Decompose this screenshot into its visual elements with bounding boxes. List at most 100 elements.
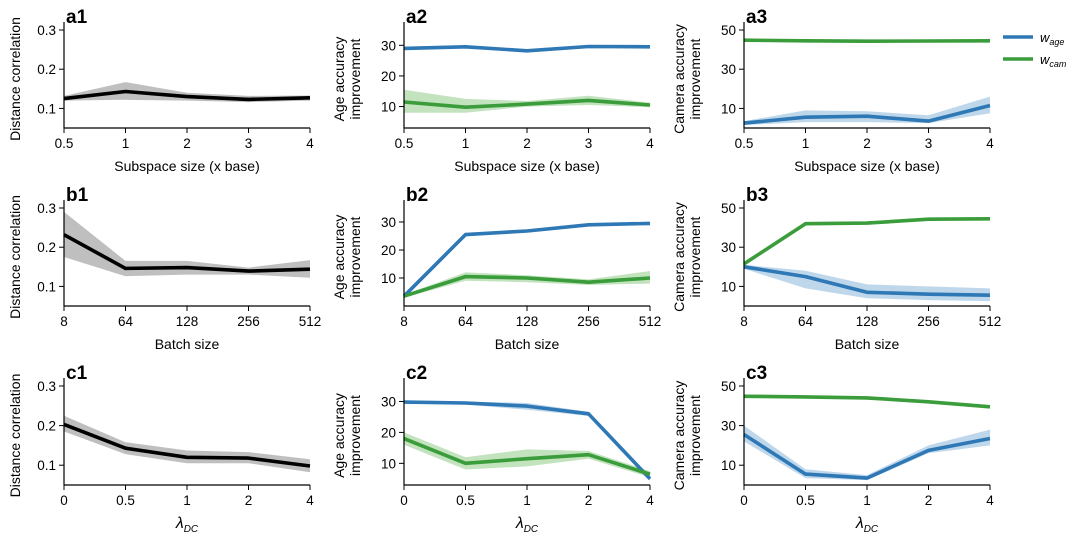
x-tick-label: 2 [183,136,191,151]
x-tick-label: 1 [802,136,810,151]
legend-label-base: w [1040,30,1051,45]
y-tick-label: 0.3 [37,201,56,216]
y-tick-label: 0.2 [37,240,56,255]
x-axis-label: λDC [855,515,879,535]
x-tick-label: 0.5 [456,493,475,508]
panel-c1: 0.1 0.2 0.3 0 0.5 1 2 4 λDC Distance correlation c… [7,363,314,535]
x-tick-label: 0.5 [735,136,754,151]
y-axis-label: improvement [347,395,363,476]
panel-a3: 10 30 50 0.5 1 2 3 4 Subspace size (x base) Camer… [671,7,994,174]
panel-a1: 0.1 0.2 0.3 0.5 1 2 3 4 Subspace size (x base) Di… [7,7,314,174]
y-tick-label: 0.3 [37,23,56,38]
y-tick-label: 10 [381,100,396,115]
x-tick-label: 256 [577,314,600,329]
x-axis-label: Batch size [495,336,560,352]
x-tick-label: 1 [863,493,871,508]
x-tick-label: 0 [60,493,68,508]
series-line-w_age [402,221,651,298]
x-tick-label: 2 [863,136,871,151]
y-tick-label: 20 [381,69,396,84]
series-line-w_age [743,103,991,125]
x-tick-label: 2 [925,493,933,508]
x-axis-label: Subspace size (x base) [794,158,940,174]
x-axis-label-base: λ [515,515,524,532]
y-tick-label: 50 [721,201,736,216]
ci-band-w_age [744,264,990,302]
x-tick-label: 3 [925,136,933,151]
x-tick-label: 1 [122,136,130,151]
ci-band-distance correlation [64,211,310,278]
panel-label: c1 [66,363,88,384]
x-tick-label: 1 [523,493,531,508]
x-tick-label: 64 [798,314,814,329]
x-tick-label: 0 [400,493,408,508]
y-tick-label: 10 [381,271,396,286]
series-line-w_age [403,400,652,481]
y-tick-label: 0.2 [37,419,56,434]
x-tick-label: 0.5 [796,493,815,508]
series-line-w_cam [403,274,651,298]
x-tick-label: 4 [646,136,654,151]
x-tick-label: 8 [740,314,748,329]
y-axis-label: Age accuracy [331,37,347,122]
x-tick-label: 64 [458,314,474,329]
x-tick-label: 1 [462,136,470,151]
panel-b2: 10 20 30 8 64 128 256 512 Batch size Age accuracy… [331,185,661,352]
y-tick-label: 50 [721,379,736,394]
x-tick-label: 0.5 [55,136,74,151]
x-tick-label: 8 [60,314,68,329]
x-tick-label: 2 [523,136,531,151]
panel-label: b1 [66,185,89,206]
series-line-w_cam [743,394,991,409]
y-axis-label: Age accuracy [331,215,347,300]
y-tick-label: 30 [381,215,396,230]
panel-label: b3 [746,185,768,206]
x-axis-label: Batch size [155,336,220,352]
y-axis-label: improvement [687,395,703,476]
series-line-w_age [403,44,651,53]
y-axis-label: improvement [687,216,703,297]
x-tick-label: 256 [917,314,940,329]
y-tick-label: 30 [381,38,396,53]
y-tick-label: 30 [721,240,736,255]
x-tick-label: 256 [237,314,260,329]
panel-b1: 0.1 0.2 0.3 8 64 128 256 512 Batch size Distance … [7,185,321,352]
panel-a2: 10 20 30 0.5 1 2 3 4 Subspace size (x base) Age a… [331,7,654,174]
y-axis-label: improvement [347,216,363,297]
x-tick-label: 3 [585,136,593,151]
y-axis-label: Camera accuracy [671,24,687,134]
panel-label: a3 [746,7,767,28]
x-tick-label: 512 [979,314,1002,329]
x-tick-label: 1 [183,493,191,508]
legend-label-base: w [1040,52,1051,67]
x-tick-label: 2 [585,493,593,508]
panel-b3: 10 30 50 8 64 128 256 512 Batch size Camera accur… [671,185,1001,352]
x-tick-label: 4 [306,493,314,508]
y-tick-label: 10 [381,456,396,471]
series-line-w_cam [403,98,651,109]
y-tick-label: 0.1 [37,458,56,473]
x-axis-label-sub: DC [864,524,879,535]
x-tick-label: 0.5 [395,136,414,151]
panel-label: a2 [406,7,427,28]
x-axis-label-base: λ [175,515,184,532]
x-tick-label: 2 [245,493,253,508]
y-axis-label: Camera accuracy [671,202,687,312]
legend-label-sub: cam [1049,59,1067,69]
x-tick-label: 4 [986,136,994,151]
y-tick-label: 10 [721,279,736,294]
x-tick-label: 64 [118,314,134,329]
y-tick-label: 20 [381,243,396,258]
x-axis-label: Batch size [835,336,900,352]
y-axis-label: Distance correlation [7,374,23,498]
x-axis-label: Subspace size (x base) [454,158,600,174]
panel-label: c2 [406,363,427,384]
y-tick-label: 10 [721,458,736,473]
y-tick-label: 30 [721,62,736,77]
x-axis-label-sub: DC [184,524,199,535]
y-axis-label: Age accuracy [331,393,347,478]
panel-c2: 10 20 30 0 0.5 1 2 4 λDC Age accuracy improvement c… [331,363,654,535]
series-line-w_age [743,432,991,480]
